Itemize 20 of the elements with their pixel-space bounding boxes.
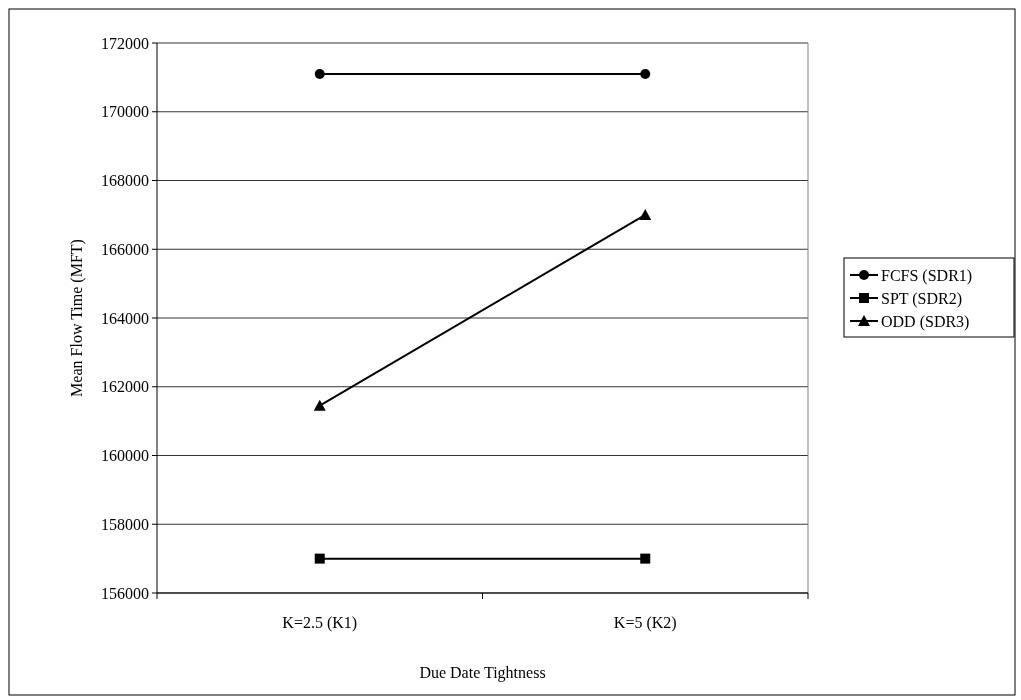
point	[640, 553, 651, 564]
legend-label: ODD (SDR3)	[881, 312, 970, 331]
x-axis-title: Due Date Tightness	[419, 664, 546, 682]
y-tick-label: 158000	[101, 515, 149, 533]
y-tick-label: 172000	[101, 34, 149, 52]
y-tick-label: 168000	[101, 172, 149, 190]
y-tick-label: 170000	[101, 103, 149, 121]
point	[640, 68, 651, 79]
y-tick-label: 166000	[101, 240, 149, 258]
y-tick-label: 164000	[101, 309, 149, 327]
point	[314, 68, 325, 79]
legend-label: SPT (SDR2)	[881, 289, 963, 308]
y-axis-title: Mean Flow Time (MFT)	[68, 239, 86, 397]
y-tick-label: 156000	[101, 584, 149, 602]
legend-label: FCFS (SDR1)	[881, 266, 973, 285]
y-tick-label: 162000	[101, 378, 149, 396]
x-tick-label: K=5 (K2)	[613, 614, 677, 632]
point	[314, 553, 325, 564]
x-tick-label: K=2.5 (K1)	[282, 614, 358, 632]
y-tick-label: 160000	[101, 447, 149, 465]
